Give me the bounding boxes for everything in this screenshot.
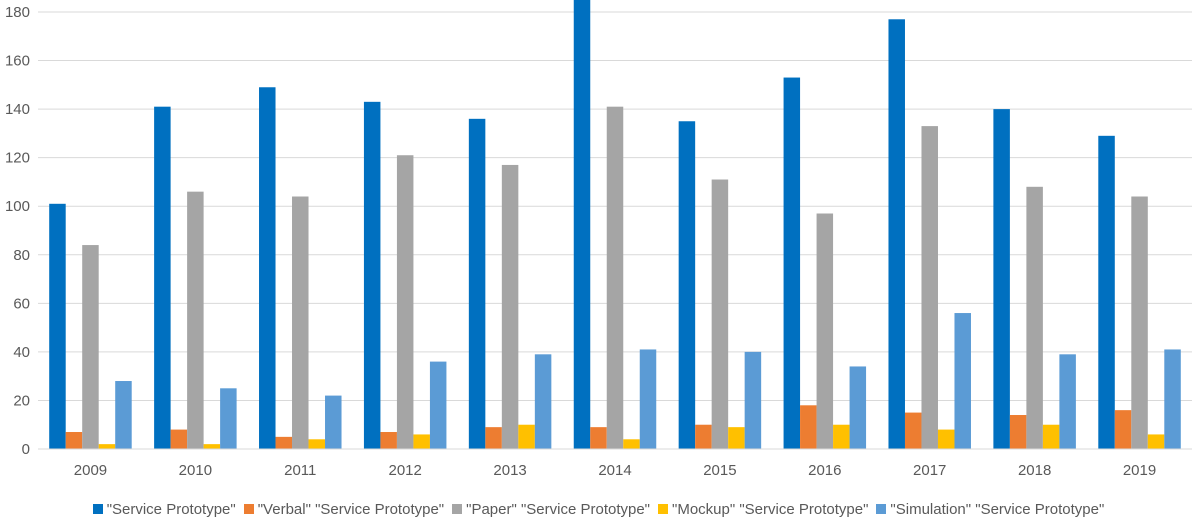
legend-item: "Service Prototype" [92,500,236,518]
bar-2012-series-2 [380,432,397,449]
bar-2018-series-5 [1059,354,1076,449]
bar-2011-series-4 [308,439,326,449]
x-tick-label: 2015 [703,462,736,479]
bar-2012-series-1 [363,101,381,450]
bar-2019-series-5 [1164,349,1181,449]
x-tick-label: 2018 [1018,462,1051,479]
bar-2015-series-1 [678,121,696,449]
x-tick-label: 2016 [808,462,841,479]
bar-2017-series-3 [921,126,938,449]
bar-2018-series-4 [1042,424,1060,449]
bar-2015-series-5 [744,351,762,449]
legend-item: "Paper" "Service Prototype" [452,501,650,518]
bar-2017-series-2 [904,412,922,449]
bar-2016-series-3 [816,213,834,449]
bar-2010-series-4 [203,444,221,449]
y-tick-label: 160 [5,53,30,70]
bar-2012-series-5 [429,361,447,449]
x-tick-label: 2009 [74,462,107,479]
bar-2011-series-3 [292,196,309,449]
legend-label: "Mockup" "Service Prototype" [672,500,869,518]
x-tick-label: 2017 [913,462,946,479]
x-tick-label: 2010 [179,462,212,479]
x-tick-label: 2013 [493,462,526,479]
legend-swatch [658,504,669,514]
legend: "Service Prototype" "Verbal" "Service Pro… [0,498,1197,520]
bar-2010-series-2 [170,429,188,449]
legend-label: "Service Prototype" [106,500,236,518]
x-axis-ticks: 2009 2010 2011 2012 2013 2014 2015 2016 2017 2018… [74,462,1156,479]
bar-2011-series-1 [259,87,276,449]
bar-2009-series-3 [82,245,99,449]
bar-2019-series-3 [1131,196,1148,449]
x-tick-label: 2011 [284,462,316,479]
bar-2013-series-1 [468,118,486,450]
bar-2012-series-3 [396,155,414,449]
y-tick-label: 0 [22,441,30,458]
legend-item: "Verbal" "Service Prototype" [243,500,445,518]
bars [49,0,1181,450]
bar-2014-series-2 [590,427,607,449]
bar-2009-series-5 [115,381,132,449]
bar-2012-series-4 [413,434,430,449]
bar-2013-series-5 [534,354,552,449]
bar-2010-series-1 [154,106,171,449]
y-tick-label: 20 [13,392,30,409]
bar-2014-series-5 [639,349,657,449]
bar-2015-series-2 [695,424,712,449]
y-tick-label: 60 [13,295,30,312]
bar-2013-series-4 [518,424,535,449]
bar-2019-series-2 [1114,410,1132,449]
bar-2009-series-4 [98,444,116,449]
bar-2011-series-5 [325,395,342,449]
bar-2013-series-2 [485,427,502,449]
y-tick-label: 120 [5,150,30,167]
bar-2019-series-4 [1147,434,1165,449]
bar-2018-series-2 [1009,415,1027,449]
bar-2009-series-2 [65,432,83,449]
legend-swatch [92,504,103,514]
y-tick-label: 180 [5,4,30,21]
legend-swatch [876,504,887,514]
bar-2010-series-5 [220,388,237,449]
x-tick-label: 2012 [388,462,421,479]
y-tick-label: 80 [13,247,30,264]
bar-2015-series-4 [728,427,745,449]
legend-label: "Verbal" "Service Prototype" [257,500,445,518]
bar-2017-series-1 [888,19,905,450]
bar-2009-series-1 [49,203,66,449]
y-axis-ticks: 0 20 40 60 80 100 120 140 160 180 [5,4,30,458]
legend-item: "Mockup" "Service Prototype" [658,501,868,518]
bar-2014-series-1 [573,0,591,449]
legend-swatch [452,504,463,514]
bar-2014-series-3 [606,106,624,449]
bar-2014-series-4 [623,439,640,449]
bar-2016-series-2 [800,405,817,449]
legend-label: "Simulation" "Service Prototype" [890,500,1105,518]
bar-chart: 0 20 40 60 80 100 120 140 160 180 2009 2010 2011 201… [5,0,1192,479]
bar-2016-series-1 [783,77,801,450]
bar-2011-series-2 [275,436,293,449]
bar-2017-series-5 [954,313,971,449]
bar-2016-series-5 [849,366,867,449]
bar-2019-series-1 [1098,135,1115,450]
legend-swatch [243,504,254,514]
bar-2018-series-3 [1026,186,1043,450]
bar-2010-series-3 [187,191,204,449]
bar-2015-series-3 [711,179,729,449]
legend-item: "Simulation" "Service Prototype" [876,501,1104,518]
x-tick-label: 2014 [598,462,631,479]
y-tick-label: 140 [5,101,30,118]
y-tick-label: 40 [13,344,30,361]
bar-2017-series-4 [937,429,955,449]
bar-2016-series-4 [833,424,850,449]
y-tick-label: 100 [5,198,30,215]
bar-2013-series-3 [501,164,519,449]
bar-2018-series-1 [993,109,1010,449]
x-tick-label: 2019 [1123,462,1156,479]
legend-label: "Paper" "Service Prototype" [466,500,651,518]
